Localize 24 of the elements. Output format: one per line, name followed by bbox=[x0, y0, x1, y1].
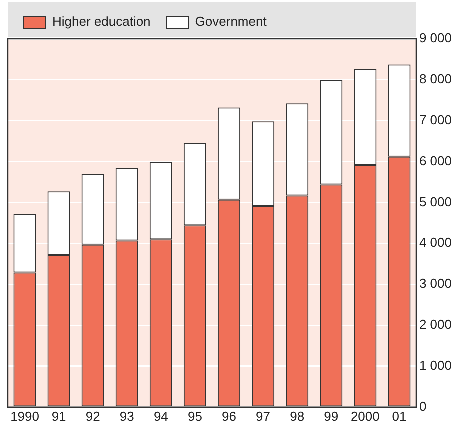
x-tick-label: 2000 bbox=[350, 408, 380, 424]
y-tick-label: 1 000 bbox=[419, 358, 452, 374]
legend-label: Government bbox=[195, 14, 268, 30]
y-tick-label: 8 000 bbox=[419, 72, 452, 87]
x-tick-label: 92 bbox=[86, 408, 100, 424]
x-tick-label: 93 bbox=[120, 408, 134, 424]
y-tick-label: 5 000 bbox=[419, 194, 452, 210]
x-tick-label: 97 bbox=[256, 408, 271, 424]
x-tick-label: 96 bbox=[222, 408, 236, 424]
y-tick-label: 2 000 bbox=[419, 317, 452, 332]
x-tick-label: 94 bbox=[154, 408, 168, 424]
y-tick-label: 7 000 bbox=[419, 112, 452, 128]
x-tick-label: 98 bbox=[290, 408, 305, 424]
x-tick-label: 95 bbox=[188, 408, 202, 424]
legend-label: Higher education bbox=[52, 14, 151, 30]
x-tick-label: 99 bbox=[324, 408, 339, 424]
x-tick-label: 91 bbox=[52, 408, 66, 424]
y-tick-label: 3 000 bbox=[419, 276, 452, 292]
y-tick-label: 0 bbox=[419, 398, 427, 414]
x-tick-label: 1990 bbox=[10, 408, 40, 424]
y-tick-label: 6 000 bbox=[419, 153, 452, 168]
y-tick-label: 9 000 bbox=[419, 30, 452, 46]
x-tick-label: 01 bbox=[392, 408, 407, 424]
y-tick-label: 4 000 bbox=[419, 235, 452, 250]
